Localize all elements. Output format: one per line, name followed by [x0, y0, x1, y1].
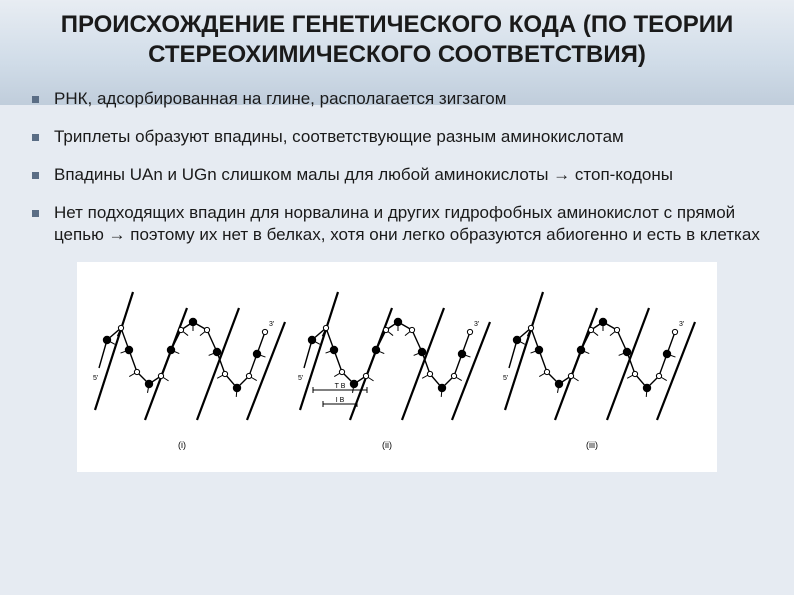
svg-text:5': 5' — [503, 375, 508, 382]
svg-text:(i): (i) — [178, 440, 186, 450]
slide-title: ПРОИСХОЖДЕНИЕ ГЕНЕТИЧЕСКОГО КОДА (ПО ТЕО… — [0, 0, 794, 70]
bullet-item: Впадины UAn и UGn слишком малы для любой… — [40, 164, 766, 186]
bullet-item: Триплеты образуют впадины, соответствующ… — [40, 126, 766, 148]
svg-text:3': 3' — [679, 321, 684, 328]
svg-text:3': 3' — [269, 321, 274, 328]
svg-text:I B: I B — [336, 397, 345, 404]
svg-text:(ii): (ii) — [382, 440, 392, 450]
svg-text:5': 5' — [93, 375, 98, 382]
bullet-item: РНК, адсорбированная на глине, располага… — [40, 88, 766, 110]
svg-text:5': 5' — [298, 375, 303, 382]
bullet-list: РНК, адсорбированная на глине, располага… — [0, 70, 794, 246]
rna-zigzag-diagram: 5' 3' (i) 5' 3' (ii) 5' 3' (iii) T B I B — [77, 262, 717, 472]
svg-text:T B: T B — [335, 383, 346, 390]
diagram-svg: 5' 3' (i) 5' 3' (ii) 5' 3' (iii) T B I B — [87, 270, 707, 465]
svg-text:3': 3' — [474, 321, 479, 328]
svg-text:(iii): (iii) — [586, 440, 598, 450]
bullet-item: Нет подходящих впадин для норвалина и др… — [40, 202, 766, 246]
